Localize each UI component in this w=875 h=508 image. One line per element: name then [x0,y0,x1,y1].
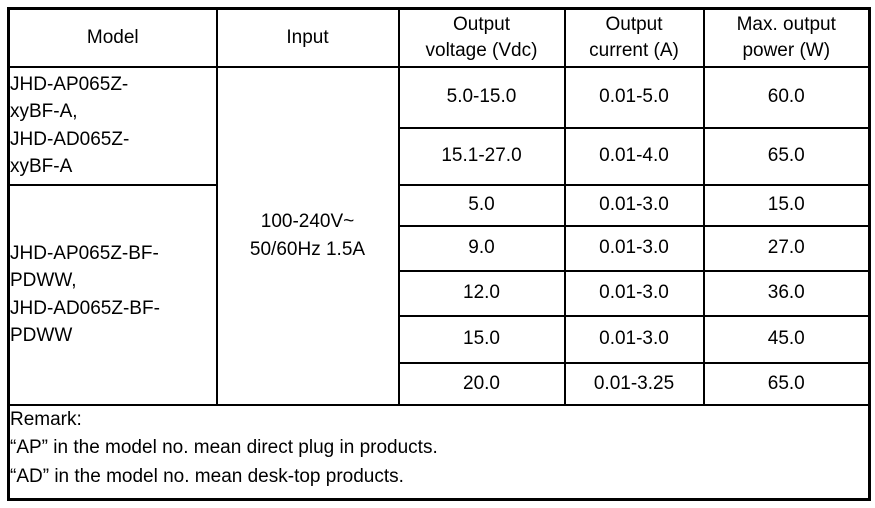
table-row: JHD-AP065Z- xyBF-A, JHD-AD065Z- xyBF-A 1… [7,65,871,406]
cell-voltage: 12.0 [397,269,566,317]
header-output-voltage: Output voltage (Vdc) [397,7,566,68]
power-spec-table: Model Input Output voltage (Vdc) Output … [7,7,871,501]
header-model: Model [7,7,218,68]
table-row: JHD-AP065Z-BF- PDWW, JHD-AD065Z-BF- PDWW… [7,183,871,406]
cell-voltage: 9.0 [397,224,566,272]
cell-voltage: 5.0 [397,183,566,227]
header-output-current: Output current (A) [563,7,705,68]
cell-current: 0.01-3.25 [563,361,705,406]
table-row: 20.0 0.01-3.25 65.0 [9,361,871,406]
cell-power: 65.0 [702,126,871,186]
cell-current: 0.01-4.0 [563,126,705,186]
cell-voltage: 20.0 [397,361,566,406]
remark-row: Remark: “AP” in the model no. mean direc… [7,403,871,501]
cell-power: 27.0 [702,224,871,272]
cell-power: 65.0 [702,361,871,406]
header-row: Model Input Output voltage (Vdc) Output … [7,7,871,68]
header-input: Input [215,7,400,68]
table-row: 12.0 0.01-3.0 36.0 [9,269,871,317]
cell-voltage: 15.1-27.0 [397,126,566,186]
cell-voltage: 15.0 [397,314,566,364]
model-group-1-cell: JHD-AP065Z- xyBF-A, JHD-AD065Z- xyBF-A [7,65,218,186]
input-cell: 100-240V~ 50/60Hz 1.5A [215,65,400,406]
model-group-2-cell: JHD-AP065Z-BF- PDWW, JHD-AD065Z-BF- PDWW [7,183,218,406]
cell-current: 0.01-3.0 [563,183,705,227]
cell-current: 0.01-3.0 [563,224,705,272]
cell-power: 45.0 [702,314,871,364]
remark-cell: Remark: “AP” in the model no. mean direc… [7,403,871,501]
table-row: 9.0 0.01-3.0 27.0 [9,224,871,272]
cell-voltage: 5.0-15.0 [397,65,566,129]
cell-power: 36.0 [702,269,871,317]
table-row: 15.0 0.01-3.0 45.0 [9,314,871,364]
table-row: 15.1-27.0 0.01-4.0 65.0 [9,126,871,186]
cell-power: 60.0 [702,65,871,129]
cell-current: 0.01-5.0 [563,65,705,129]
cell-power: 15.0 [702,183,871,227]
cell-current: 0.01-3.0 [563,314,705,364]
cell-current: 0.01-3.0 [563,269,705,317]
header-max-output-power: Max. output power (W) [702,7,871,68]
